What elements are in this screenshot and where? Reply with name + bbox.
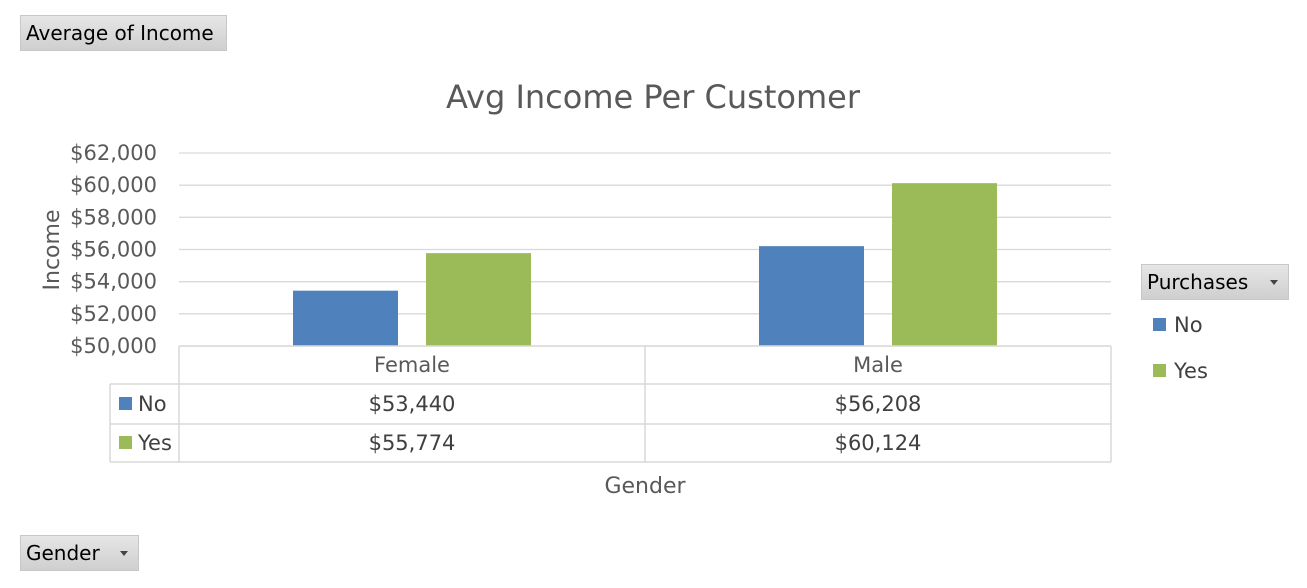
y-tick-label: $56,000: [70, 238, 157, 262]
category-label: Female: [374, 353, 450, 377]
data-table: Female Male No $53,440 $56,208 Yes $55,774 $60,…: [109, 345, 1112, 463]
y-tick-label: $50,000: [70, 334, 157, 358]
y-tick-label: $60,000: [70, 173, 157, 197]
y-axis-label: Income: [40, 210, 65, 291]
legend-label-no: No: [1174, 313, 1203, 337]
y-tick-label: $58,000: [70, 205, 157, 229]
gender-field-label: Gender: [26, 541, 100, 565]
value-field-label: Average of Income: [26, 21, 214, 45]
y-tick-label: $54,000: [70, 270, 157, 294]
bars: [293, 183, 997, 346]
legend-swatch-no: [1153, 318, 1166, 331]
bar-female-no: [293, 290, 398, 346]
y-tick-label: $52,000: [70, 302, 157, 326]
value-field-button[interactable]: Average of Income: [20, 15, 227, 51]
table-series-name: Yes: [137, 431, 172, 455]
table-value: $55,774: [369, 431, 456, 455]
bar-male-yes: [892, 183, 997, 346]
legend-label-yes: Yes: [1174, 359, 1208, 383]
dropdown-arrow-icon: [120, 551, 128, 556]
legend-item-no: No: [1153, 313, 1203, 337]
gender-field-button[interactable]: Gender: [20, 535, 139, 571]
table-value: $60,124: [835, 431, 922, 455]
y-axis-ticks: $50,000 $52,000 $54,000 $56,000 $58,000 $60,0…: [70, 141, 157, 358]
table-value: $56,208: [835, 392, 922, 416]
dropdown-arrow-icon: [1270, 280, 1278, 285]
chart-title: Avg Income Per Customer: [446, 78, 861, 116]
purchases-field-label: Purchases: [1147, 270, 1249, 294]
purchases-field-button[interactable]: Purchases: [1141, 264, 1289, 300]
table-value: $53,440: [369, 392, 456, 416]
x-axis-label: Gender: [604, 474, 686, 499]
bar-male-no: [759, 246, 864, 346]
legend-item-yes: Yes: [1153, 359, 1208, 383]
legend-swatch-yes: [1153, 364, 1166, 377]
y-tick-label: $62,000: [70, 141, 157, 165]
table-legend-key-yes: [119, 436, 132, 449]
category-label: Male: [853, 353, 903, 377]
bar-female-yes: [426, 253, 531, 346]
table-series-name: No: [138, 392, 167, 416]
table-legend-key-no: [119, 397, 132, 410]
